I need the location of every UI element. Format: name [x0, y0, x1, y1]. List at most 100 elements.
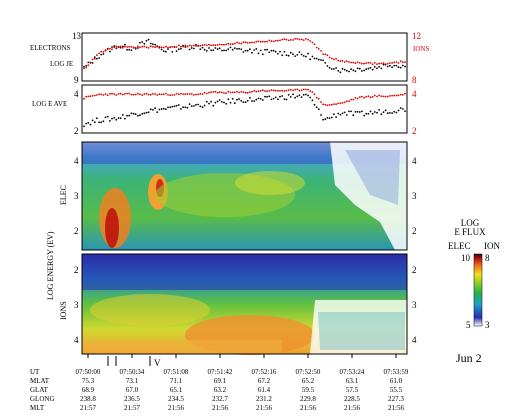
data-point	[279, 90, 281, 92]
data-point	[253, 90, 256, 92]
data-point	[160, 46, 163, 49]
data-point	[380, 113, 383, 116]
data-point	[182, 106, 185, 109]
data-point	[352, 69, 355, 72]
data-point	[393, 94, 396, 97]
table-cell: 61.0	[390, 377, 403, 385]
data-point	[328, 56, 331, 59]
data-point	[236, 48, 238, 50]
data-point	[124, 43, 126, 46]
data-point	[180, 47, 182, 50]
elec-tick-3: 3	[74, 191, 79, 201]
data-point	[115, 45, 118, 48]
data-point	[227, 98, 230, 101]
data-point	[356, 110, 359, 113]
data-point	[165, 108, 167, 111]
data-point	[294, 88, 296, 91]
je-right-tick-12: 12	[412, 31, 421, 41]
data-point	[373, 94, 376, 97]
data-point	[197, 103, 200, 106]
data-point	[229, 101, 232, 104]
data-point	[307, 52, 309, 55]
table-cell: 69.1	[214, 377, 227, 385]
data-point	[302, 55, 305, 57]
data-point	[399, 66, 402, 69]
colorbar-elec-label: ELEC	[448, 241, 471, 251]
elec-right-tick-2: 2	[412, 226, 417, 236]
data-point	[233, 102, 236, 105]
data-point	[203, 91, 206, 94]
data-point	[289, 88, 292, 91]
data-point	[113, 117, 116, 119]
data-point	[225, 43, 228, 46]
data-point	[229, 46, 232, 49]
data-point	[225, 49, 228, 52]
je-left-tick-9: 9	[74, 75, 79, 85]
data-point	[386, 95, 389, 98]
data-point	[395, 94, 398, 97]
data-point	[201, 46, 204, 49]
data-point	[279, 95, 281, 98]
data-point	[111, 46, 113, 48]
data-point	[277, 90, 279, 92]
data-point	[109, 120, 111, 122]
data-point	[231, 98, 234, 100]
data-point	[117, 45, 120, 48]
data-point	[324, 62, 327, 64]
data-point	[277, 39, 279, 42]
data-point	[268, 95, 271, 98]
table-cell: 63.2	[214, 386, 227, 394]
data-point	[175, 92, 178, 95]
data-point	[358, 62, 361, 64]
data-point	[356, 67, 359, 70]
colorbar-ion-label: ION	[484, 241, 500, 251]
data-point	[300, 38, 303, 41]
data-point	[320, 114, 322, 116]
data-point	[365, 95, 368, 98]
data-point	[363, 96, 365, 99]
data-point	[98, 52, 100, 55]
data-point	[320, 101, 322, 103]
data-point	[134, 46, 137, 49]
ions-right-tick-4: 4	[412, 335, 417, 345]
elec-tick-4: 4	[74, 156, 79, 166]
table-cell: 68.9	[82, 386, 95, 394]
data-point	[378, 94, 380, 97]
data-point	[231, 43, 234, 46]
data-point	[212, 44, 215, 46]
data-point	[274, 89, 277, 92]
table-cell: 21:56	[344, 404, 360, 412]
data-point	[274, 50, 277, 53]
data-point	[102, 120, 105, 123]
data-point	[98, 93, 100, 96]
data-point	[102, 51, 105, 53]
data-point	[324, 53, 327, 56]
data-point	[126, 46, 128, 48]
data-point	[171, 105, 174, 108]
table-cell: 67.2	[258, 377, 271, 385]
data-point	[117, 93, 120, 95]
data-point	[311, 41, 314, 44]
data-point	[283, 90, 286, 92]
data-point	[376, 95, 378, 98]
data-point	[212, 49, 215, 51]
data-point	[358, 67, 361, 70]
data-point	[373, 66, 376, 68]
je-right-tick-8: 8	[412, 75, 417, 85]
data-point	[210, 49, 213, 52]
data-point	[391, 112, 393, 114]
table-cell: 227.3	[388, 395, 404, 403]
table-row-label: MLAT	[30, 377, 50, 385]
data-point	[139, 41, 141, 44]
data-point	[216, 100, 219, 103]
data-point	[380, 67, 383, 70]
data-point	[184, 106, 187, 109]
data-point	[240, 91, 243, 93]
data-point	[167, 106, 169, 109]
data-point	[307, 94, 309, 97]
data-point	[287, 39, 290, 42]
data-point	[257, 97, 260, 100]
data-point	[137, 92, 139, 95]
data-point	[337, 59, 340, 62]
data-point	[292, 89, 294, 92]
